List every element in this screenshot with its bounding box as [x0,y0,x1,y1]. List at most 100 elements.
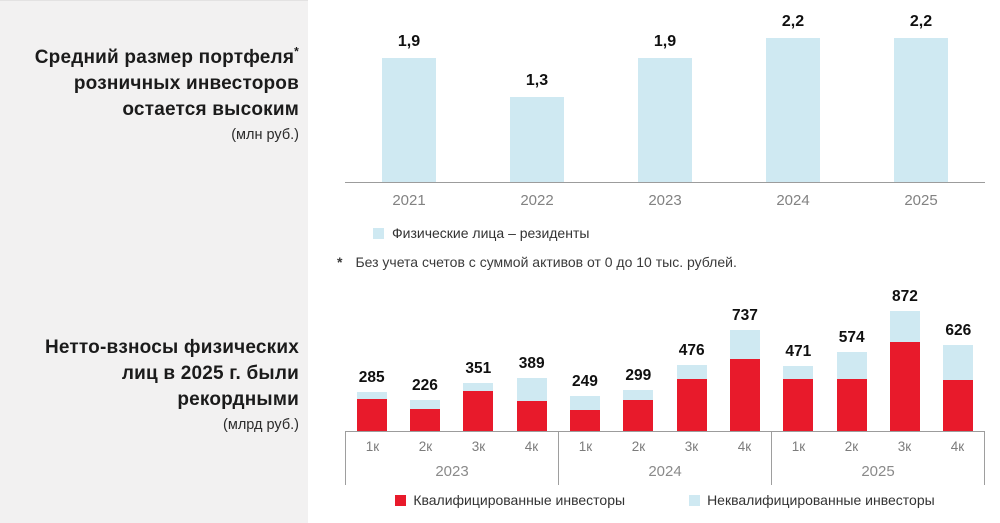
chart2-bar-slot: 626 [932,276,985,431]
chart2-title: Нетто-взносы физических лиц в 2025 г. бы… [44,337,299,411]
chart2-value-label: 872 [892,288,918,305]
chart2-unit-label: (млрд руб.) [223,416,299,433]
chart2-stacked-bar [943,345,974,431]
avg-portfolio-chart: 1,9 1,3 1,9 2,2 2,2 2021 2022 2023 2024 2025 Физ… [337,10,985,270]
chart2-qualified-segment [676,379,707,431]
footnote: * Без учета счетов с суммой активов от 0… [337,254,985,270]
chart2-value-label: 476 [678,342,705,359]
chart2-quarter-row: 1к 2к 3к 4к [346,439,558,454]
chart2-unqualified-segment [516,378,547,401]
chart2-axis-group: 1к 2к 3к 4к 2024 [558,432,771,485]
legend-swatch-qualified-icon [395,494,407,506]
chart2-year-label: 2025 [861,463,895,480]
chart2-bar-slot: 574 [825,276,878,431]
chart2-bar-slot: 872 [878,276,931,431]
chart2-unqualified-segment [943,345,974,380]
chart2-quarter-tick: 4к [524,439,539,454]
chart1-bar [894,38,948,182]
chart2-legend-label-qualified: Квалифицированные инвесторы [413,492,626,508]
chart1-bar [638,58,692,182]
chart2-unqualified-segment [889,311,920,342]
chart2-quarter-tick: 1к [791,439,806,454]
chart2-unqualified-segment [569,396,600,410]
chart1-bar [382,58,436,182]
chart2-stacked-bar [729,330,760,431]
footnote-text: Без учета счетов с суммой активов от 0 д… [355,254,737,270]
chart2-quarter-row: 1к 2к 3к 4к [559,439,771,454]
chart2-bar-slot: 389 [505,276,558,431]
chart2-unqualified-segment [783,366,814,379]
chart1-unit-label: (млн руб.) [231,126,299,143]
chart2-value-label: 285 [358,369,385,386]
chart1-title: Средний размер портфеля* розничных инвес… [18,45,299,124]
chart2-stacked-bar [356,392,387,431]
chart2-qualified-segment [943,380,974,431]
chart2-value-label: 574 [838,329,865,346]
chart2-stacked-bar [569,396,600,431]
chart1-value-label: 1,9 [397,33,421,50]
chart2-qualified-segment [463,391,494,431]
footnote-marker: * [337,254,343,270]
left-panel: Средний размер портфеля* розничных инвес… [0,0,308,523]
chart2-quarter-tick: 1к [578,439,593,454]
chart2-stacked-bar [463,383,494,431]
chart1-bar-slot: 1,9 [601,10,729,182]
chart2-bar-slot: 299 [612,276,665,431]
chart2-qualified-segment [729,359,760,431]
chart2-quarter-tick: 3к [471,439,486,454]
chart1-bar-slot: 2,2 [857,10,985,182]
chart2-unqualified-segment [409,400,440,409]
chart2-quarter-row: 1к 2к 3к 4к [772,439,984,454]
chart1-value-label: 1,3 [525,72,549,89]
chart2-quarter-tick: 2к [631,439,646,454]
chart1-bar [510,97,564,182]
chart1-bar-slot: 2,2 [729,10,857,182]
chart2-bar-slot: 351 [452,276,505,431]
chart1-value-label: 2,2 [909,13,933,30]
chart1-year-tick: 2021 [392,192,426,209]
chart2-axis-group: 1к 2к 3к 4к 2025 [771,432,985,485]
chart2-legend: Квалифицированные инвесторы Неквалифицир… [345,492,985,508]
chart2-qualified-segment [356,399,387,431]
chart2-bar-slot: 737 [718,276,771,431]
chart2-qualified-segment [783,379,814,431]
chart2-value-label: 471 [785,343,812,360]
chart1-year-tick: 2025 [904,192,938,209]
chart2-title-block: Нетто-взносы физических лиц в 2025 г. бы… [18,335,299,433]
chart2-stacked-bar [889,311,920,431]
chart1-legend: Физические лица – резиденты [373,225,985,241]
legend-item-unqualified: Неквалифицированные инвесторы [689,492,935,508]
chart1-bar-slot: 1,9 [345,10,473,182]
chart2-x-axis: 1к 2к 3к 4к 2023 1к 2к 3к 4к 2024 1к 2к 3к 4к 2025 [345,431,985,485]
chart2-quarter-tick: 4к [737,439,752,454]
chart2-qualified-segment [516,401,547,431]
chart2-bar-slot: 476 [665,276,718,431]
legend-swatch-residents-icon [373,227,384,239]
chart2-quarter-tick: 1к [365,439,380,454]
chart2-value-label: 389 [518,355,545,372]
chart2-bar-slot: 285 [345,276,398,431]
chart2-stacked-bar [836,352,867,431]
chart2-qualified-segment [889,342,920,431]
chart2-qualified-segment [623,400,654,431]
net-contributions-chart: 285 226 351 389 249 299 476 737 471 574 872 626 1к 2… [345,276,985,508]
chart2-legend-label-unqualified: Неквалифицированные инвесторы [707,492,935,508]
chart2-unqualified-segment [623,390,654,400]
chart2-year-label: 2023 [435,463,469,480]
chart2-bar-slot: 226 [398,276,451,431]
chart2-stacked-bar [623,390,654,431]
chart1-title-text-cont: розничных инвесторов остается высоким [73,73,299,121]
chart1-legend-label: Физические лица – резиденты [392,225,590,241]
chart2-unqualified-segment [676,365,707,379]
chart1-title-text: Средний размер портфеля [34,47,295,68]
chart2-value-label: 226 [412,377,438,394]
chart1-year-tick: 2022 [520,192,554,209]
chart2-value-label: 626 [945,322,972,339]
chart2-quarter-tick: 4к [950,439,965,454]
chart2-value-label: 737 [732,307,758,324]
chart1-title-block: Средний размер портфеля* розничных инвес… [18,45,299,143]
chart1-bar [766,38,820,182]
chart2-value-label: 299 [625,367,652,384]
chart1-plot-area: 1,9 1,3 1,9 2,2 2,2 [345,10,985,183]
